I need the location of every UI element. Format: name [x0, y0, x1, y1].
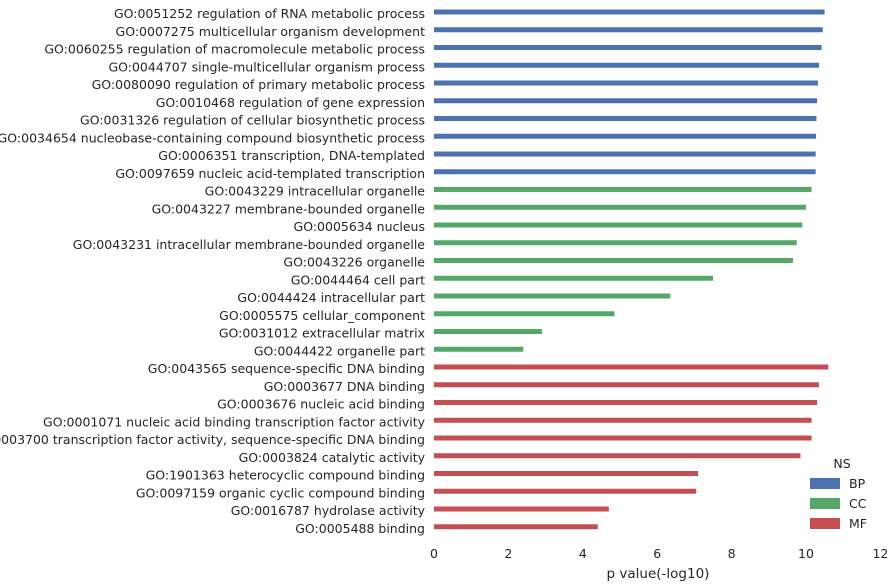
category-label: GO:0043226 organelle [283, 255, 425, 270]
category-label: GO:0043229 intracellular organelle [205, 184, 426, 199]
x-tick-label: 8 [728, 546, 736, 561]
legend-label-cc: CC [849, 496, 867, 511]
category-label: GO:0097659 nucleic acid-templated transc… [115, 166, 425, 181]
bar-mf [434, 364, 829, 370]
category-label: GO:0003677 DNA binding [264, 379, 425, 394]
bar-bp [434, 62, 820, 68]
category-label: GO:0044424 intracellular part [237, 290, 425, 305]
category-label: GO:0010468 regulation of gene expression [156, 95, 425, 110]
category-label: GO:0044707 single-multicellular organism… [108, 59, 425, 74]
legend-label-bp: BP [849, 476, 866, 491]
x-tick-label: 12 [872, 546, 888, 561]
bar-mf [434, 417, 812, 423]
category-label: GO:0034654 nucleobase-containing compoun… [0, 130, 425, 145]
category-label: GO:0003824 catalytic activity [239, 450, 426, 465]
category-label: GO:0051252 regulation of RNA metabolic p… [114, 6, 425, 21]
category-label: GO:0080090 regulation of primary metabol… [92, 77, 425, 92]
bar-mf [434, 506, 609, 512]
category-label: GO:0043231 intracellular membrane-bounde… [73, 237, 426, 252]
legend-swatch-mf [810, 518, 840, 529]
category-label: GO:0044422 organelle part [254, 343, 425, 358]
bar-bp [434, 133, 817, 139]
x-tick-label: 0 [430, 546, 438, 561]
category-label-group: GO:0051252 regulation of RNA metabolic p… [0, 6, 426, 536]
x-axis-title: p value(-log10) [607, 566, 710, 582]
bar-mf [434, 435, 812, 441]
bar-mf [434, 382, 820, 388]
category-label: GO:0031012 extracellular matrix [219, 326, 425, 341]
bar-mf [434, 453, 801, 459]
bar-bp [434, 169, 816, 175]
x-axis-ticks: 0 2 4 6 8 10 12 [430, 546, 888, 561]
legend-title: NS [833, 456, 850, 471]
legend: NS BP CC MF [810, 456, 867, 531]
bar-cc [434, 329, 542, 334]
bar-cc [434, 187, 812, 192]
category-label: GO:0001071 nucleic acid binding transcri… [43, 414, 426, 429]
legend-swatch-bp [810, 478, 840, 489]
bar-bp [434, 98, 818, 104]
bar-bp [434, 80, 818, 86]
category-label: GO:0097159 organic cyclic compound bindi… [136, 485, 425, 500]
bar-bp [434, 116, 817, 121]
bar-cc [434, 258, 793, 263]
category-label: GO:0044464 cell part [291, 272, 425, 287]
x-tick-label: 10 [798, 546, 814, 561]
category-label: GO:0060255 regulation of macromolecule m… [44, 42, 425, 57]
category-label: GO:0031326 regulation of cellular biosyn… [80, 113, 425, 128]
bar-mf [434, 524, 598, 530]
bar-group [434, 9, 829, 530]
category-label: GO:0005575 cellular_component [219, 308, 425, 323]
x-tick-label: 2 [504, 546, 512, 561]
bar-bp [434, 27, 823, 33]
bar-bp [434, 151, 816, 157]
bar-mf [434, 488, 697, 494]
bar-cc [434, 204, 806, 210]
x-tick-label: 6 [653, 546, 661, 561]
legend-swatch-cc [810, 498, 840, 509]
legend-label-mf: MF [849, 516, 867, 531]
category-label: GO:0016787 hydrolase activity [231, 503, 426, 518]
category-label: GO:0006351 transcription, DNA-templated [158, 148, 425, 163]
category-label: GO:0043227 membrane-bounded organelle [152, 201, 426, 216]
category-label: GO:0007275 multicellular organism develo… [116, 24, 426, 39]
bar-cc [434, 222, 803, 228]
bar-mf [434, 471, 699, 476]
bar-cc [434, 275, 713, 281]
bar-cc [434, 346, 524, 352]
bar-bp [434, 9, 825, 15]
bar-cc [434, 293, 671, 299]
bar-cc [434, 311, 615, 317]
category-label: GO:0003676 nucleic acid binding [217, 397, 425, 412]
category-label: GO:0003700 transcription factor activity… [0, 432, 425, 447]
bar-mf [434, 400, 818, 405]
bar-cc [434, 240, 797, 246]
category-label: GO:1901363 heterocyclic compound binding [146, 468, 425, 483]
bar-bp [434, 45, 822, 50]
category-label: GO:0005488 binding [295, 521, 425, 536]
category-label: GO:0043565 sequence-specific DNA binding [148, 361, 425, 376]
category-label: GO:0005634 nucleus [294, 219, 425, 234]
x-tick-label: 4 [579, 546, 587, 561]
